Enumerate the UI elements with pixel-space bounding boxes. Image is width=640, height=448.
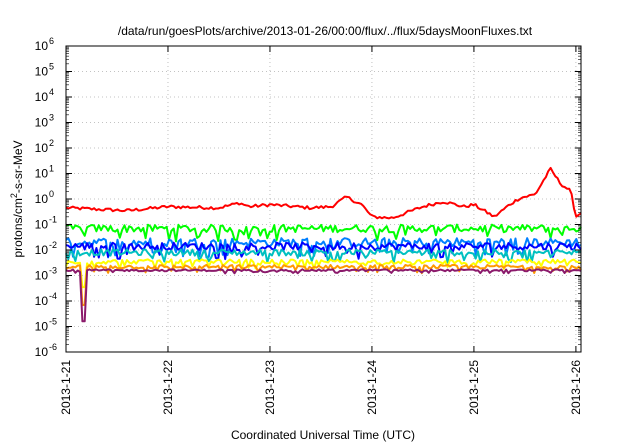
- y-axis-label: protons/cm2-s-sr-MeV: [9, 140, 25, 257]
- y-tick-label: 10: [35, 116, 49, 130]
- y-tick-exponent: -3: [49, 266, 57, 276]
- x-tick-label: 2013-1-26: [569, 360, 583, 415]
- y-tick-label: 10: [35, 320, 49, 334]
- y-tick-exponent: 0: [49, 189, 54, 199]
- plot-frame: [65, 45, 582, 353]
- axis-ticks: [65, 45, 581, 353]
- y-tick-label: 10: [35, 243, 49, 257]
- y-tick-exponent: 6: [49, 36, 54, 46]
- grid-lines: [66, 46, 581, 352]
- x-tick-label: 2013-1-23: [263, 360, 277, 415]
- x-tick-label: 2013-1-22: [161, 360, 175, 415]
- series-line: [65, 258, 582, 289]
- y-tick-exponent: -4: [49, 291, 57, 301]
- y-tick-label: 10: [35, 90, 49, 104]
- y-tick-exponent: -2: [49, 240, 57, 250]
- y-tick-exponent: 3: [49, 113, 54, 123]
- series-line: [65, 268, 582, 323]
- y-tick-label: 10: [35, 192, 49, 206]
- series-line: [65, 166, 582, 220]
- y-tick-exponent: 5: [49, 62, 54, 72]
- y-tick-label: 10: [35, 345, 49, 359]
- y-tick-exponent: -5: [49, 317, 57, 327]
- x-axis-label: Coordinated Universal Time (UTC): [231, 428, 415, 442]
- y-tick-label: 10: [35, 294, 49, 308]
- y-tick-label: 10: [35, 39, 49, 53]
- y-tick-exponent: 2: [49, 138, 54, 148]
- y-tick-label: 10: [35, 218, 49, 232]
- y-tick-exponent: 4: [49, 87, 54, 97]
- series-line: [65, 223, 582, 243]
- y-tick-label: 10: [35, 269, 49, 283]
- y-tick-label: 10: [35, 141, 49, 155]
- x-tick-labels: 2013-1-21 2013-1-22 2013-1-23 2013-1-24 2013…: [59, 360, 583, 415]
- x-tick-label: 2013-1-21: [59, 360, 73, 415]
- x-tick-label: 2013-1-25: [467, 360, 481, 415]
- y-tick-exponent: 1: [49, 164, 54, 174]
- x-tick-label: 2013-1-24: [365, 360, 379, 415]
- y-tick-labels: 10 -610 -510 -410 -310 -210 -110 010 110 210 310 41…: [35, 36, 57, 359]
- y-tick-exponent: -1: [49, 215, 57, 225]
- series-line: [65, 263, 582, 306]
- y-tick-exponent: -6: [49, 342, 57, 352]
- y-tick-label: 10: [35, 65, 49, 79]
- series-layer: [65, 166, 582, 323]
- chart-title: /data/run/goesPlots/archive/2013-01-26/0…: [118, 24, 533, 38]
- y-tick-label: 10: [35, 167, 49, 181]
- series-line: [65, 248, 582, 264]
